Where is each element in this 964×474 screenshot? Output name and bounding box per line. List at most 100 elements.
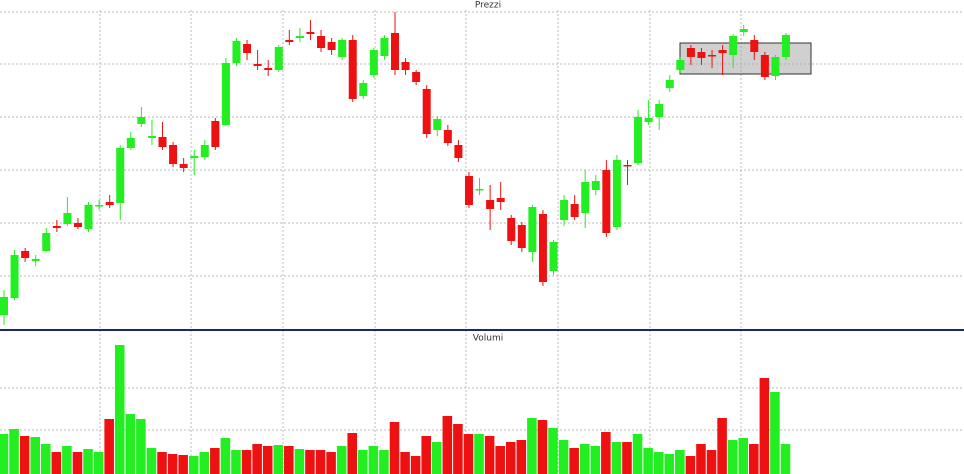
candle-body: [454, 145, 463, 158]
volume-bar: [484, 436, 495, 474]
candle-body: [105, 202, 114, 205]
volume-bar: [72, 452, 83, 474]
candle-body: [602, 170, 611, 233]
volume-bar: [252, 444, 262, 474]
volume-bar: [601, 432, 611, 474]
volume-bar: [167, 454, 178, 474]
candle-body: [327, 42, 336, 50]
volume-bar: [770, 392, 780, 474]
candle-body: [612, 160, 621, 227]
candle-body: [253, 64, 262, 66]
candle-body: [697, 52, 706, 58]
volume-bar: [738, 438, 749, 474]
volume-bar: [410, 456, 421, 474]
candle-body: [538, 214, 547, 282]
volume-bar: [749, 444, 759, 474]
candle-body: [644, 118, 653, 122]
candle-body: [21, 251, 30, 258]
volume-bar: [178, 455, 188, 474]
volume-bar: [305, 450, 315, 474]
volume-bar: [262, 446, 273, 474]
candle-body: [52, 226, 61, 228]
candle-body: [422, 89, 431, 134]
candle-body: [73, 223, 82, 227]
candle-body: [0, 297, 8, 315]
candle-body: [591, 181, 600, 190]
candle-body: [401, 62, 410, 70]
volume-title: Volumi: [473, 334, 503, 344]
volume-bar: [51, 452, 62, 474]
volume-bar: [125, 414, 136, 474]
volume-bar: [400, 452, 410, 474]
candle-body: [729, 36, 738, 55]
candle-body: [338, 40, 347, 57]
volume-bar: [558, 440, 569, 474]
volume-bar: [9, 429, 19, 474]
volume-bar: [315, 450, 326, 474]
candle-body: [190, 156, 199, 158]
candle-body: [507, 218, 516, 241]
candle-body: [169, 145, 178, 164]
candle-body: [317, 36, 326, 48]
volume-bar: [40, 444, 51, 474]
volume-bar: [431, 442, 442, 474]
volume-bar: [727, 440, 738, 474]
candle-body: [708, 55, 717, 57]
candle-body: [211, 121, 220, 147]
candle-body: [570, 204, 579, 217]
volume-bar: [326, 452, 336, 474]
candle-body: [517, 225, 526, 248]
volume-bar: [273, 445, 284, 474]
candle-body: [359, 83, 368, 96]
volume-bar: [780, 444, 791, 474]
candle-body: [31, 259, 40, 261]
volume-bar: [579, 444, 590, 474]
candle-body: [243, 44, 252, 53]
candle-body: [63, 213, 72, 224]
price-title: Prezzi: [475, 1, 501, 11]
volume-bar: [231, 450, 241, 474]
candle-body: [443, 130, 452, 143]
volume-bar: [284, 446, 294, 474]
volume-bar: [548, 428, 558, 474]
candle-body: [274, 47, 283, 70]
candle-body: [464, 176, 473, 205]
candle-body: [232, 41, 241, 63]
candle-body: [581, 182, 590, 213]
volume-bar: [611, 442, 622, 474]
volume-bar: [379, 450, 389, 474]
volume-bar: [569, 448, 579, 474]
candle-body: [782, 35, 790, 57]
candle-body: [560, 200, 569, 220]
volume-bar: [93, 452, 104, 474]
candle-body: [84, 205, 93, 229]
volume-bar: [199, 452, 210, 474]
candle-body: [676, 60, 685, 70]
volume-bar: [368, 446, 379, 474]
volume-bar: [537, 420, 548, 474]
volume-bar: [505, 442, 516, 474]
candle-body: [295, 36, 304, 38]
volume-bar: [30, 437, 40, 474]
volume-bar: [453, 424, 463, 474]
candle-body: [200, 145, 209, 157]
volume-bar: [104, 419, 114, 474]
candle-body: [179, 164, 188, 168]
volume-bar: [114, 345, 125, 474]
volume-bar: [336, 446, 347, 474]
volume-bar: [241, 450, 252, 474]
highlight-box: [679, 42, 812, 75]
candle-body: [380, 38, 389, 56]
candle-body: [750, 40, 759, 52]
volume-bar: [759, 378, 770, 474]
candle-body: [116, 148, 125, 203]
volume-bar: [19, 436, 30, 474]
candle-body: [549, 242, 558, 271]
volume-bar: [653, 452, 664, 474]
candle-body: [760, 55, 769, 77]
candle-body: [306, 32, 315, 34]
volume-bar: [294, 449, 305, 474]
volume-bar: [146, 448, 157, 474]
volume-bar: [0, 434, 9, 474]
candle-body: [137, 117, 146, 124]
